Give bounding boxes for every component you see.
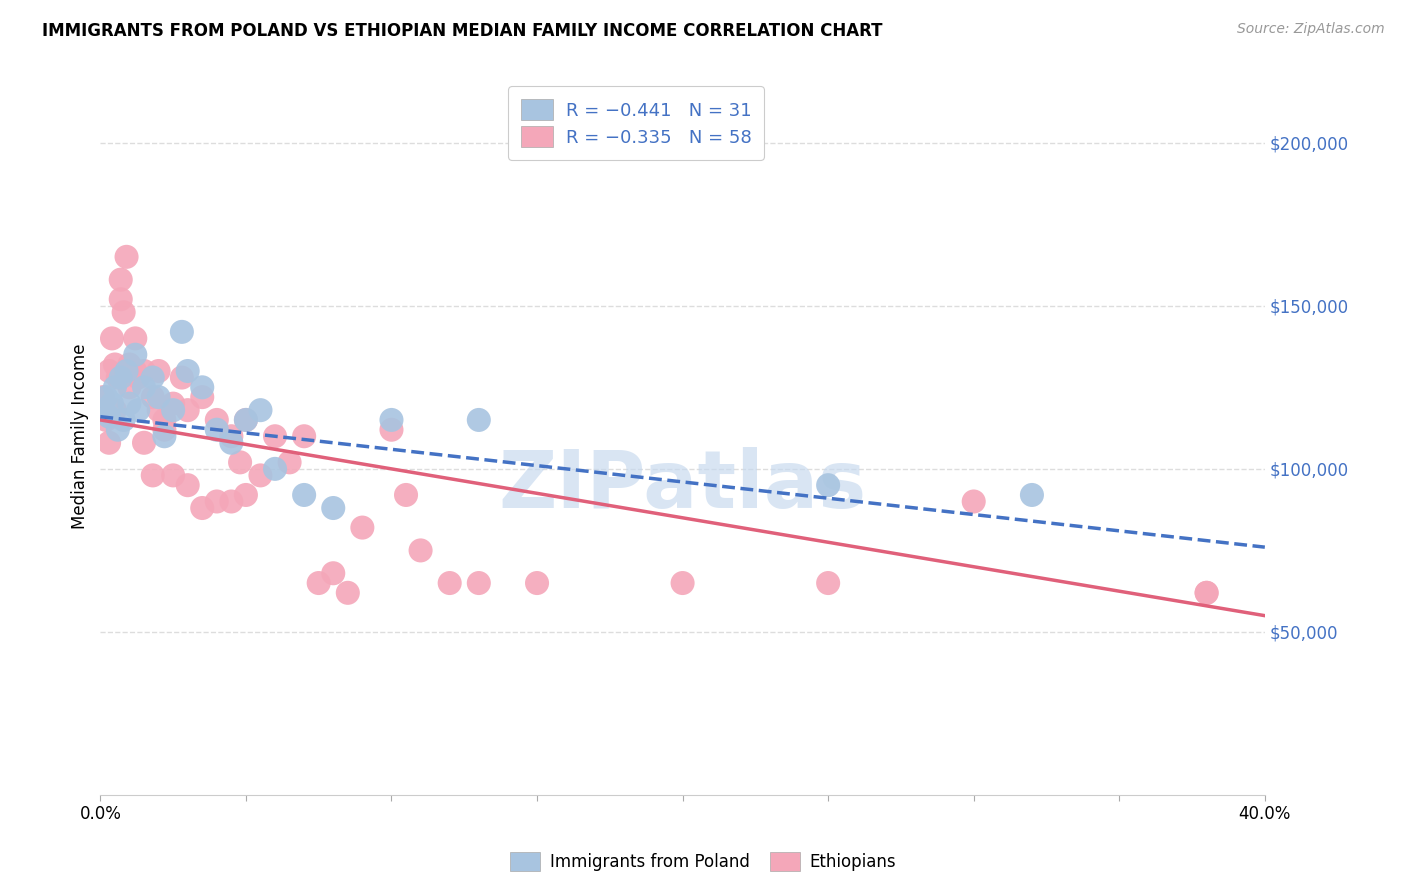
Text: ZIPatlas: ZIPatlas (499, 448, 866, 525)
Point (101, 331, 124, 345)
Point (132, 380, 155, 394)
Point (292, 429, 315, 443)
Point (221, 429, 243, 443)
Point (170, 370, 193, 384)
Point (468, 413, 491, 427)
Point (107, 423, 129, 437)
Point (104, 380, 127, 394)
Point (395, 488, 418, 502)
Point (292, 488, 315, 502)
Point (153, 429, 176, 443)
Point (249, 403, 271, 417)
Point (526, 576, 548, 591)
Point (205, 494, 228, 508)
Point (148, 403, 170, 417)
Point (322, 566, 344, 581)
Text: Source: ZipAtlas.com: Source: ZipAtlas.com (1237, 22, 1385, 37)
Point (112, 305, 135, 319)
Point (98, 435, 121, 450)
Y-axis label: Median Family Income: Median Family Income (72, 343, 89, 529)
Point (1195, 586, 1218, 600)
Point (221, 494, 243, 508)
Point (1021, 488, 1043, 502)
Point (409, 543, 432, 558)
Point (162, 468, 184, 483)
Point (380, 423, 402, 437)
Point (148, 364, 170, 378)
Point (96, 390, 118, 404)
Point (671, 576, 693, 591)
Point (1195, 586, 1218, 600)
Point (963, 494, 986, 508)
Point (115, 250, 138, 264)
Point (104, 358, 127, 372)
Point (191, 390, 214, 404)
Point (235, 413, 257, 427)
Point (127, 403, 149, 417)
Point (352, 520, 374, 534)
Point (110, 292, 132, 306)
Point (124, 364, 146, 378)
Point (308, 576, 330, 591)
Point (221, 435, 243, 450)
Point (162, 397, 184, 411)
Point (142, 390, 165, 404)
Point (235, 413, 257, 427)
Point (118, 380, 141, 394)
Point (132, 364, 155, 378)
Point (205, 423, 228, 437)
Text: IMMIGRANTS FROM POLAND VS ETHIOPIAN MEDIAN FAMILY INCOME CORRELATION CHART: IMMIGRANTS FROM POLAND VS ETHIOPIAN MEDI… (42, 22, 883, 40)
Point (162, 403, 184, 417)
Point (336, 586, 359, 600)
Point (380, 413, 402, 427)
Point (91, 403, 114, 417)
Point (98, 364, 121, 378)
Point (142, 370, 165, 384)
Point (124, 331, 146, 345)
Point (104, 403, 127, 417)
Point (229, 455, 252, 469)
Point (153, 413, 176, 427)
Point (205, 413, 228, 427)
Point (153, 423, 176, 437)
Point (112, 413, 135, 427)
Point (118, 397, 141, 411)
Point (132, 435, 155, 450)
Legend: R = −0.441   N = 31, R = −0.335   N = 58: R = −0.441 N = 31, R = −0.335 N = 58 (508, 87, 763, 160)
Legend: Immigrants from Poland, Ethiopians: Immigrants from Poland, Ethiopians (502, 843, 904, 880)
Point (98, 409, 121, 424)
Point (439, 576, 461, 591)
Point (235, 488, 257, 502)
Point (110, 273, 132, 287)
Point (176, 403, 198, 417)
Point (817, 576, 839, 591)
Point (142, 468, 165, 483)
Point (191, 501, 214, 516)
Point (176, 364, 198, 378)
Point (115, 364, 138, 378)
Point (96, 413, 118, 427)
Point (110, 370, 132, 384)
Point (264, 462, 287, 476)
Point (322, 501, 344, 516)
Point (264, 429, 287, 443)
Point (91, 390, 114, 404)
Point (127, 370, 149, 384)
Point (101, 397, 124, 411)
Point (148, 390, 170, 404)
Point (176, 478, 198, 492)
Point (817, 478, 839, 492)
Point (249, 468, 271, 483)
Point (124, 348, 146, 362)
Point (191, 380, 214, 394)
Point (118, 358, 141, 372)
Point (170, 325, 193, 339)
Point (107, 370, 129, 384)
Point (468, 576, 491, 591)
Point (278, 455, 301, 469)
